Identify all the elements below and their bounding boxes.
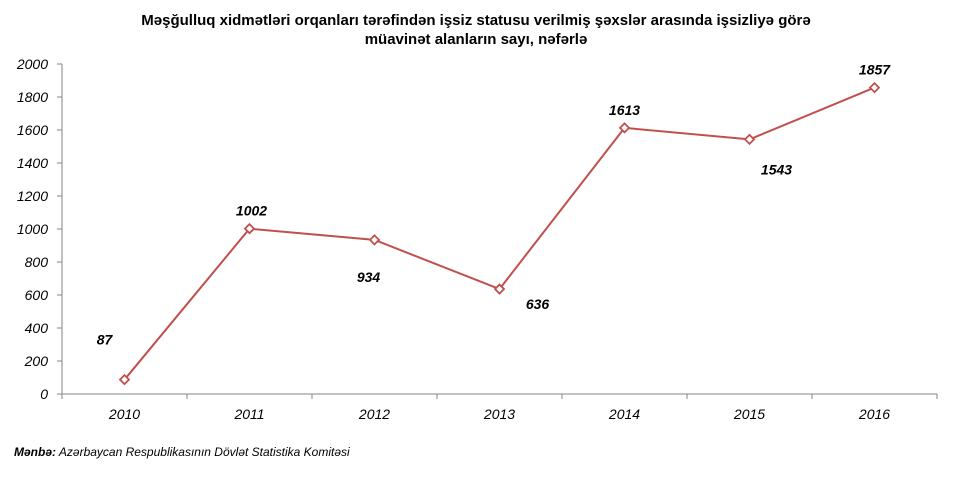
- data-point: [743, 133, 756, 146]
- data-point: [368, 234, 381, 246]
- y-tick-label: 0: [40, 386, 48, 402]
- chart-title-line-1: Məşğulluq xidmətləri orqanları tərəfində…: [141, 12, 810, 29]
- data-point: [493, 283, 506, 295]
- data-point: [618, 122, 631, 134]
- y-tick-label: 800: [25, 254, 49, 270]
- chart-title-line-2: müavinət alanların sayı, nəfərlə: [365, 31, 588, 48]
- data-point: [243, 222, 256, 235]
- source-label: Mənbə:: [14, 445, 56, 459]
- y-tick-label: 600: [25, 287, 49, 303]
- data-point: [868, 81, 881, 94]
- x-tick-label: 2014: [608, 406, 640, 422]
- series-line: [123, 86, 875, 381]
- y-tick-label: 1000: [17, 221, 48, 237]
- y-tick-label: 1800: [17, 89, 48, 105]
- y-tick-label: 2000: [16, 56, 48, 72]
- data-label: 636: [526, 296, 550, 312]
- x-tick-label: 2012: [358, 406, 390, 422]
- y-tick-label: 200: [24, 353, 49, 369]
- source-text: Azərbaycan Respublikasının Dövlət Statis…: [56, 445, 350, 459]
- data-label: 1857: [859, 62, 891, 78]
- data-label: 934: [357, 269, 381, 285]
- y-tick-label: 1200: [17, 188, 48, 204]
- source-note: Mənbə: Azərbaycan Respublikasının Dövlət…: [14, 445, 350, 459]
- x-axis: 2010 2011 2012 2013 2014 2015 2016: [61, 393, 938, 422]
- x-tick-label: 2015: [733, 406, 765, 422]
- x-tick-label: 2013: [483, 406, 515, 422]
- plot-area: 87 1002 934 636 1613 1543 1857: [97, 62, 891, 386]
- y-axis: 0 200 400 600 800 1000 1200 1400 1600 1800 2000: [16, 56, 63, 402]
- y-tick-label: 1600: [17, 122, 48, 138]
- data-label: 1543: [761, 161, 792, 177]
- data-label: 1613: [609, 102, 640, 118]
- data-label: 87: [97, 332, 114, 348]
- x-tick-label: 2011: [233, 406, 264, 422]
- x-tick-label: 2016: [858, 406, 890, 422]
- x-tick-label: 2010: [108, 406, 140, 422]
- y-tick-label: 1400: [17, 155, 48, 171]
- data-label: 1002: [236, 203, 267, 219]
- y-tick-label: 400: [25, 320, 49, 336]
- data-point: [118, 373, 131, 386]
- chart-title: Məşğulluq xidmətləri orqanları tərəfində…: [141, 12, 810, 48]
